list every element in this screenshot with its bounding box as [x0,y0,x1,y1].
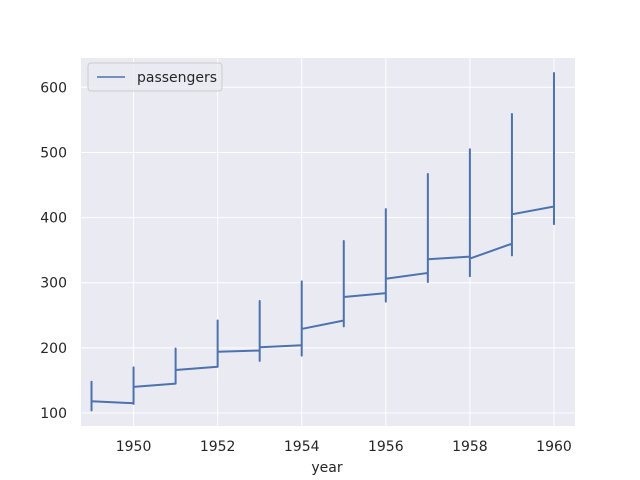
y-tick-label: 500 [40,145,67,161]
x-tick-label: 1956 [368,439,404,455]
legend-label-passengers: passengers [137,70,217,86]
x-axis-ticks: 1950 1952 1954 1956 1958 1960 [116,439,572,455]
series-line-passengers [90,71,555,412]
y-axis-ticks: 100 200 300 400 500 600 [40,80,67,422]
y-tick-label: 200 [40,341,67,357]
plot-background [81,58,575,426]
x-tick-label: 1960 [536,439,572,455]
x-tick-label: 1950 [116,439,152,455]
legend-box [87,62,223,92]
y-tick-label: 400 [40,211,67,227]
y-tick-label: 100 [40,406,67,422]
x-tick-label: 1952 [200,439,236,455]
y-tick-label: 300 [40,276,67,292]
x-axis-label: year [311,460,342,476]
x-tick-label: 1958 [452,439,488,455]
y-tick-label: 600 [40,80,67,96]
x-tick-label: 1954 [284,439,320,455]
series-layer [90,71,555,412]
legend: passengers [87,62,223,92]
